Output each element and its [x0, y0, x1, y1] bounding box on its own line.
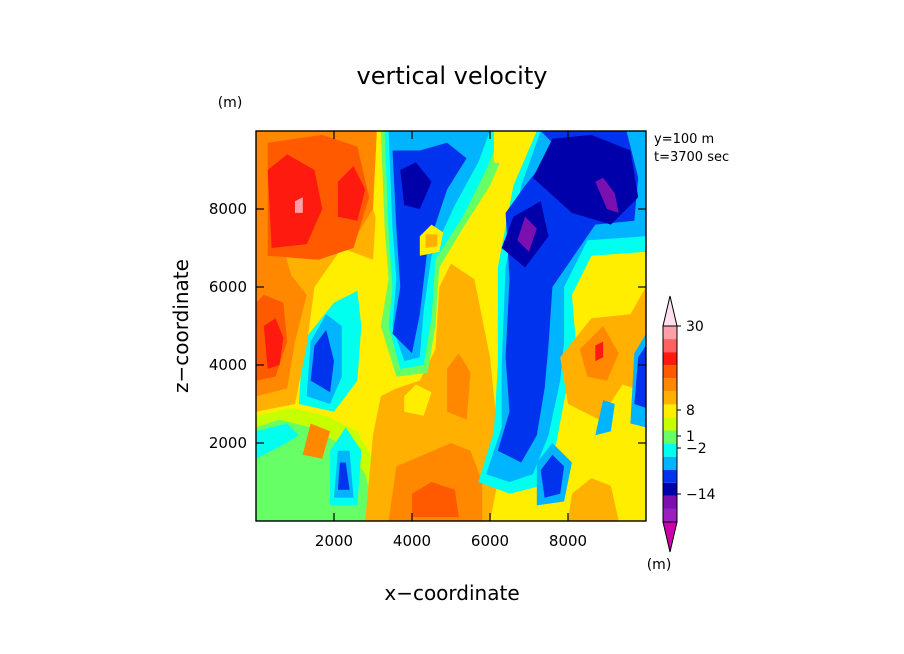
colorbar-max-arrow [662, 295, 678, 327]
contour-region [568, 478, 619, 521]
colorbar-swatch [663, 391, 677, 405]
colorbar-swatch [663, 443, 677, 457]
contour-region [337, 462, 350, 490]
y-axis: 2000 4000 6000 8000 [209, 200, 646, 452]
contour-region [540, 454, 565, 498]
contour-region [425, 234, 438, 248]
colorbar-tick-label: 30 [686, 319, 704, 335]
colorbar-tick-label: −14 [686, 487, 716, 503]
colorbar-swatch [663, 404, 677, 418]
contour-region [263, 318, 284, 369]
contour-region [595, 177, 619, 213]
x-axis-label: x−coordinate [384, 581, 519, 605]
colorbar-min-arrow [662, 521, 678, 553]
colorbar: 30 8 1−2 −14 [662, 295, 716, 553]
contour-region [295, 197, 303, 213]
colorbar-swatch [663, 508, 677, 522]
contour-region [493, 131, 514, 167]
chart-title: vertical velocity [357, 62, 548, 90]
contour-region [302, 423, 331, 459]
x-tick-label: 6000 [471, 532, 509, 550]
colorbar-swatch [663, 456, 677, 470]
contour-region [595, 400, 615, 436]
y-tick-label: 2000 [209, 434, 247, 452]
info-time-label: t=3700 sec [654, 150, 729, 165]
x-tick-label: 4000 [393, 532, 431, 550]
y-tick-label: 8000 [209, 200, 247, 218]
contour-region [337, 166, 366, 221]
colorbar-swatch [663, 365, 677, 379]
colorbar-swatch [663, 417, 677, 431]
info-y-label: y=100 m [654, 132, 714, 147]
plot-frame [255, 130, 647, 522]
colorbar-unit-label: (m) [647, 557, 672, 573]
colorbar-swatch [663, 469, 677, 483]
colorbar-tick-label: 8 [686, 403, 695, 419]
colorbar-swatch [663, 495, 677, 509]
contour-field [256, 131, 646, 521]
contour-region [634, 345, 646, 408]
contour-region [447, 353, 471, 420]
contour-region [256, 423, 299, 459]
colorbar-tick-label: 1 [686, 429, 695, 445]
y-tick-label: 4000 [209, 356, 247, 374]
y-tick-label: 6000 [209, 278, 247, 296]
colorbar-swatch [663, 378, 677, 392]
colorbar-frame [662, 325, 678, 523]
colorbar-swatch [663, 482, 677, 496]
colorbar-swatch [663, 339, 677, 353]
contour-region [517, 216, 537, 252]
x-tick-label: 8000 [549, 532, 587, 550]
contour-region [412, 482, 459, 518]
contour-region [404, 384, 432, 416]
x-tick-label: 2000 [315, 532, 353, 550]
contour-region [400, 162, 432, 209]
colorbar-swatch [663, 326, 677, 340]
x-axis: 2000 4000 6000 8000 [315, 131, 587, 550]
colorbar-swatch [663, 352, 677, 366]
y-unit-label: (m) [218, 95, 243, 111]
contour-region [595, 341, 604, 362]
y-axis-label: z−coordinate [169, 259, 193, 393]
colorbar-swatch [663, 430, 677, 444]
contour-region [310, 329, 334, 393]
colorbar-tick-label: −2 [686, 441, 707, 457]
